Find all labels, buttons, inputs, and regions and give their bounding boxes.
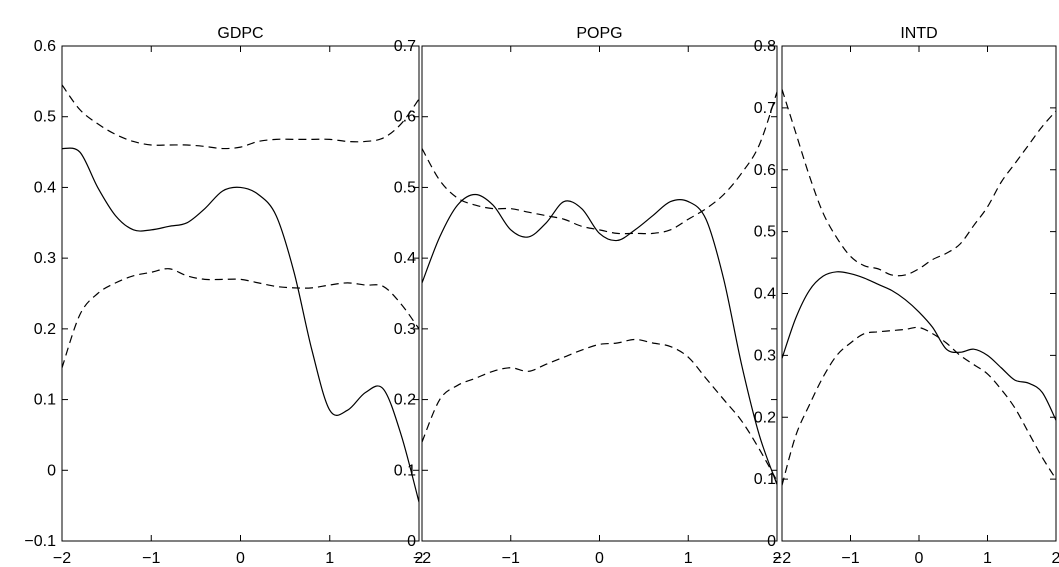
y-tick-label: 0.2 [394,392,416,409]
panel-gdpc: GDPC −0.1 0 0.1 0.2 0.3 0.4 0.5 0.6 −2 −1 0 1 2 [24,25,423,567]
y-tick-label: 0.5 [394,179,416,196]
y-tick-label: 0.1 [394,462,416,479]
y-tick-label: 0.8 [754,38,776,55]
x-tick-label: −2 [773,550,791,567]
y-tick-label: 0.3 [394,321,416,338]
y-tick-label: 0.7 [394,38,416,55]
y-tick-label: 0.6 [394,109,416,126]
axes-box [781,45,1057,542]
x-tick-label: 2 [1052,550,1059,567]
panel-title: INTD [900,25,937,42]
upper-band-line [422,91,777,235]
x-tick-label: 2 [415,550,424,567]
x-tick-label: −1 [142,550,160,567]
estimate-line [782,271,1056,421]
estimate-line [422,193,777,485]
x-tick-label: 0 [915,550,924,567]
y-tick-label: −0.1 [24,533,56,550]
y-tick-label: 0.4 [394,250,416,267]
y-tick-label: 0 [407,533,416,550]
x-tick-label: −1 [502,550,520,567]
y-tick-label: 0.5 [34,109,56,126]
panel-title: POPG [576,25,622,42]
y-tick-label: 0.2 [754,409,776,426]
y-tick-label: 0.2 [34,321,56,338]
y-tick-label: 0.4 [34,179,56,196]
x-tick-label: 1 [983,550,992,567]
y-tick-label: 0.6 [34,38,56,55]
lower-band-line [62,268,419,368]
x-tick-label: 0 [236,550,245,567]
estimate-line [62,147,419,503]
panel-intd: INTD 0 0.1 0.2 0.3 0.4 0.5 0.6 0.7 0.8 −2 −1 0 1 2 [754,25,1059,567]
x-tick-label: −2 [53,550,71,567]
x-tick-label: 1 [684,550,693,567]
lower-band-line [782,326,1056,486]
y-tick-label: 0.3 [754,347,776,364]
upper-band-line [782,89,1056,277]
y-tick-label: 0 [767,533,776,550]
lower-band-line [422,338,777,482]
upper-band-line [62,84,419,150]
y-tick-label: 0.4 [754,286,776,303]
panel-title: GDPC [217,25,263,42]
y-tick-label: 0.3 [34,250,56,267]
axes-box [61,45,420,542]
y-tick-label: 0.6 [754,162,776,179]
y-tick-label: 0.5 [754,224,776,241]
y-tick-label: 0 [47,462,56,479]
x-tick-label: 0 [595,550,604,567]
x-tick-label: 2 [773,550,782,567]
y-tick-label: 0.1 [34,392,56,409]
y-tick-label: 0.1 [754,471,776,488]
x-tick-label: −1 [841,550,859,567]
panel-popg: POPG 0 0.1 0.2 0.3 0.4 0.5 0.6 0.7 −2 −1 0 1 2 [394,25,782,567]
axes-box [421,45,778,542]
x-tick-label: −2 [413,550,431,567]
y-tick-label: 0.7 [754,100,776,117]
x-tick-label: 1 [325,550,334,567]
